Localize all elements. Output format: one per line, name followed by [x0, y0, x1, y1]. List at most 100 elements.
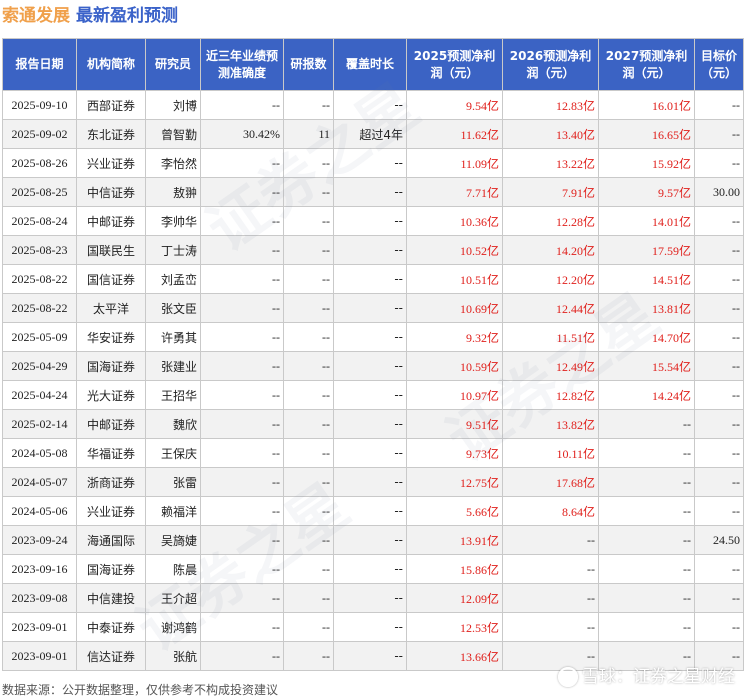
cell-target-price: -- — [694, 380, 744, 410]
cell-coverage: -- — [333, 467, 407, 497]
cell-accuracy: -- — [200, 554, 284, 584]
cell-target-price: 30.00 — [694, 177, 744, 207]
cell-accuracy: -- — [200, 293, 284, 323]
cell-coverage: -- — [333, 148, 407, 178]
table-row[interactable]: 2024-05-07 浙商证券 张雷 -- -- -- 12.75亿 17.68亿 -- -- — [2, 467, 744, 497]
cell-profit-2025: 15.86亿 — [406, 554, 503, 584]
cell-date: 2023-09-16 — [2, 554, 77, 584]
cell-date: 2025-09-02 — [2, 119, 77, 149]
col-header-analyst[interactable]: 研究员 — [145, 38, 201, 91]
cell-coverage: -- — [333, 293, 407, 323]
cell-reports: -- — [283, 148, 334, 178]
col-header-profit-2026[interactable]: 2026预测净利润（元） — [502, 38, 599, 91]
forecast-table: 报告日期 机构简称 研究员 近三年业绩预测准确度 研报数 覆盖时长 2025预测… — [2, 38, 744, 671]
table-row[interactable]: 2025-09-02 东北证券 曾智勤 30.42% 11 超过4年 11.62亿 13.40… — [2, 119, 744, 149]
cell-profit-2025: 12.75亿 — [406, 467, 503, 497]
table-row[interactable]: 2025-08-25 中信证券 敖翀 -- -- -- 7.71亿 7.91亿 9.57亿 30.… — [2, 177, 744, 207]
company-name[interactable]: 索通发展 — [2, 6, 70, 26]
cell-profit-2025: 9.51亿 — [406, 409, 503, 439]
cell-accuracy: -- — [200, 206, 284, 236]
cell-coverage: -- — [333, 235, 407, 265]
cell-analyst: 张建业 — [145, 351, 201, 381]
col-header-profit-2027[interactable]: 2027预测净利润（元） — [598, 38, 695, 91]
cell-org: 光大证券 — [76, 380, 146, 410]
cell-org: 兴业证券 — [76, 148, 146, 178]
table-row[interactable]: 2025-05-09 华安证券 许勇其 -- -- -- 9.32亿 11.51亿 14.70亿… — [2, 322, 744, 352]
cell-profit-2027: 17.59亿 — [598, 235, 695, 265]
table-row[interactable]: 2025-08-26 兴业证券 李怡然 -- -- -- 11.09亿 13.22亿 15.92… — [2, 148, 744, 178]
table-row[interactable]: 2025-08-24 中邮证券 李帅华 -- -- -- 10.36亿 12.28亿 14.01… — [2, 206, 744, 236]
cell-accuracy: -- — [200, 177, 284, 207]
cell-profit-2025: 9.32亿 — [406, 322, 503, 352]
table-header-row: 报告日期 机构简称 研究员 近三年业绩预测准确度 研报数 覆盖时长 2025预测… — [2, 38, 744, 91]
cell-target-price: -- — [694, 206, 744, 236]
cell-org: 中泰证券 — [76, 612, 146, 642]
cell-analyst: 陈晨 — [145, 554, 201, 584]
col-header-target-price[interactable]: 目标价（元） — [694, 38, 744, 91]
cell-org: 兴业证券 — [76, 496, 146, 526]
cell-coverage: -- — [333, 90, 407, 120]
cell-date: 2025-08-23 — [2, 235, 77, 265]
cell-accuracy: -- — [200, 409, 284, 439]
cell-profit-2026: -- — [502, 641, 599, 671]
col-header-reports[interactable]: 研报数 — [283, 38, 334, 91]
cell-target-price: -- — [694, 351, 744, 381]
cell-profit-2026: 7.91亿 — [502, 177, 599, 207]
cell-accuracy: -- — [200, 148, 284, 178]
cell-profit-2025: 11.09亿 — [406, 148, 503, 178]
cell-analyst: 张航 — [145, 641, 201, 671]
cell-reports: -- — [283, 409, 334, 439]
cell-date: 2025-08-24 — [2, 206, 77, 236]
table-row[interactable]: 2024-05-06 兴业证券 赖福洋 -- -- -- 5.66亿 8.64亿 -- -- — [2, 496, 744, 526]
table-row[interactable]: 2023-09-01 信达证券 张航 -- -- -- 13.66亿 -- -- -- — [2, 641, 744, 671]
table-row[interactable]: 2023-09-08 中信建投 王介超 -- -- -- 12.09亿 -- -- -- — [2, 583, 744, 613]
table-row[interactable]: 2025-04-24 光大证券 王招华 -- -- -- 10.97亿 12.82亿 14.24… — [2, 380, 744, 410]
cell-date: 2025-05-09 — [2, 322, 77, 352]
cell-date: 2025-04-24 — [2, 380, 77, 410]
cell-date: 2024-05-08 — [2, 438, 77, 468]
table-row[interactable]: 2025-09-10 西部证券 刘博 -- -- -- 9.54亿 12.83亿 16.01亿 -… — [2, 90, 744, 120]
table-row[interactable]: 2023-09-01 中泰证券 谢鸿鹤 -- -- -- 12.53亿 -- -- -- — [2, 612, 744, 642]
cell-analyst: 曾智勤 — [145, 119, 201, 149]
col-header-org[interactable]: 机构简称 — [76, 38, 146, 91]
cell-accuracy: -- — [200, 90, 284, 120]
cell-profit-2027: 9.57亿 — [598, 177, 695, 207]
cell-date: 2025-04-29 — [2, 351, 77, 381]
cell-profit-2026: 12.28亿 — [502, 206, 599, 236]
cell-profit-2025: 10.52亿 — [406, 235, 503, 265]
cell-profit-2027: -- — [598, 496, 695, 526]
cell-profit-2025: 5.66亿 — [406, 496, 503, 526]
col-header-profit-2025[interactable]: 2025预测净利润（元） — [406, 38, 503, 91]
cell-profit-2026: -- — [502, 612, 599, 642]
cell-accuracy: -- — [200, 641, 284, 671]
cell-profit-2027: -- — [598, 467, 695, 497]
table-row[interactable]: 2023-09-24 海通国际 吴旖婕 -- -- -- 13.91亿 -- -- 24.50 — [2, 525, 744, 555]
cell-reports: -- — [283, 351, 334, 381]
table-row[interactable]: 2025-08-22 国信证券 刘孟峦 -- -- -- 10.51亿 12.20亿 14.51… — [2, 264, 744, 294]
cell-org: 中信证券 — [76, 177, 146, 207]
cell-reports: 11 — [283, 119, 334, 149]
cell-reports: -- — [283, 641, 334, 671]
table-row[interactable]: 2023-09-16 国海证券 陈晨 -- -- -- 15.86亿 -- -- -- — [2, 554, 744, 584]
cell-target-price: -- — [694, 612, 744, 642]
brand-badge: 雪球：证券之星财经 — [558, 664, 735, 690]
table-row[interactable]: 2025-02-14 中邮证券 魏欣 -- -- -- 9.51亿 13.82亿 -- -- — [2, 409, 744, 439]
cell-profit-2027: 16.65亿 — [598, 119, 695, 149]
table-row[interactable]: 2025-08-23 国联民生 丁士涛 -- -- -- 10.52亿 14.20亿 17.59… — [2, 235, 744, 265]
cell-target-price: -- — [694, 467, 744, 497]
cell-reports: -- — [283, 583, 334, 613]
cell-coverage: -- — [333, 525, 407, 555]
col-header-coverage[interactable]: 覆盖时长 — [333, 38, 407, 91]
page-subtitle: 最新盈利预测 — [76, 6, 178, 26]
cell-analyst: 李帅华 — [145, 206, 201, 236]
table-row[interactable]: 2025-08-22 太平洋 张文臣 -- -- -- 10.69亿 12.44亿 13.81亿… — [2, 293, 744, 323]
cell-profit-2027: -- — [598, 409, 695, 439]
cell-profit-2025: 13.66亿 — [406, 641, 503, 671]
col-header-date[interactable]: 报告日期 — [2, 38, 77, 91]
cell-target-price: -- — [694, 554, 744, 584]
table-row[interactable]: 2024-05-08 华福证券 王保庆 -- -- -- 9.73亿 10.11亿 -- -- — [2, 438, 744, 468]
table-row[interactable]: 2025-04-29 国海证券 张建业 -- -- -- 10.59亿 12.49亿 15.54… — [2, 351, 744, 381]
cell-profit-2025: 12.09亿 — [406, 583, 503, 613]
cell-profit-2027: -- — [598, 554, 695, 584]
col-header-accuracy[interactable]: 近三年业绩预测准确度 — [200, 38, 284, 91]
